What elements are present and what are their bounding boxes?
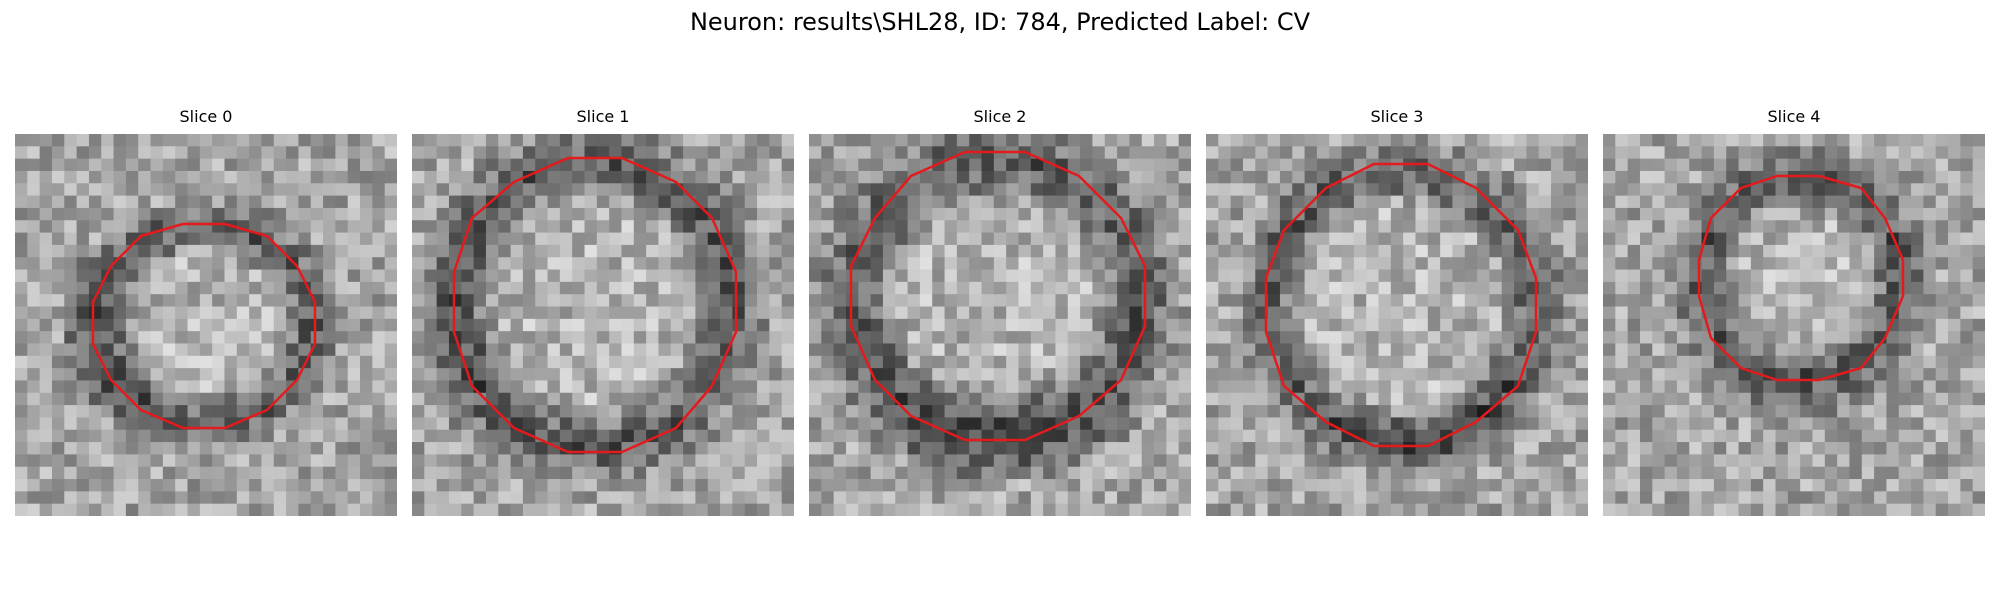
slice-image bbox=[15, 134, 397, 516]
contour-outline bbox=[1697, 174, 1905, 382]
slice-image bbox=[809, 134, 1191, 516]
slice-image bbox=[1603, 134, 1985, 516]
contour-outline bbox=[452, 156, 738, 454]
contour-outline bbox=[849, 150, 1147, 442]
slice-title: Slice 3 bbox=[1370, 107, 1424, 126]
figure-title: Neuron: results\SHL28, ID: 784, Predicte… bbox=[689, 8, 1311, 36]
slice-title: Slice 4 bbox=[1767, 107, 1821, 126]
slice-title: Slice 0 bbox=[179, 107, 233, 126]
contour-outline bbox=[91, 222, 317, 430]
slice-image bbox=[412, 134, 794, 516]
slice-image bbox=[1206, 134, 1588, 516]
contour-outline bbox=[1264, 162, 1538, 448]
slice-title: Slice 2 bbox=[973, 107, 1027, 126]
slice-title: Slice 1 bbox=[576, 107, 630, 126]
